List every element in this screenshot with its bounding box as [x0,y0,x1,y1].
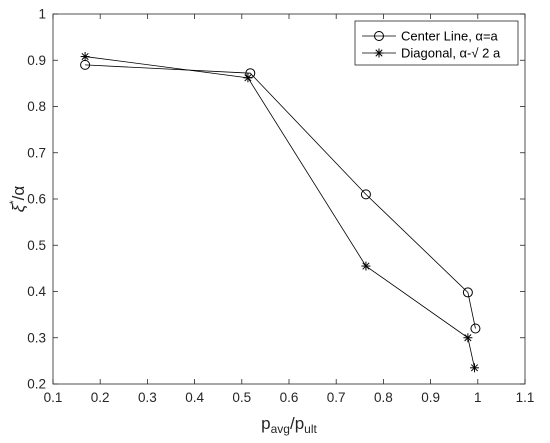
y-tick-label: 0.8 [27,99,46,114]
data-point-asterisk [80,52,90,62]
y-tick-label: 0.5 [27,238,46,253]
y-tick-label: 0.3 [27,330,46,345]
x-tick-label: 0.7 [327,390,346,405]
x-tick-label: 0.5 [232,390,251,405]
x-tick-label: 0.9 [421,390,440,405]
x-tick-label: 1.1 [516,390,535,405]
data-point-circle [470,323,481,334]
data-point-asterisk [243,73,253,83]
legend-box [354,20,519,66]
x-tick-label: 0.2 [91,390,110,405]
legend-label: Diagonal, α-√ 2 a [401,46,501,61]
x-tick-label: 0.1 [44,390,63,405]
legend-marker-asterisk [374,48,384,58]
y-tick-label: 0.2 [27,377,46,392]
x-tick-label: 1 [474,390,482,405]
axis-tick-labels: 0.1 0.2 0.3 0.4 0.5 0.6 0.7 0.8 0.9 1 1.10.20.30.4… [27,7,534,406]
y-tick-label: 0.9 [27,53,46,68]
legend-marker-circle [374,31,384,41]
y-tick-label: 1 [38,7,46,22]
data-point-asterisk [469,363,479,373]
data-point-circle [360,189,371,200]
y-tick-label: 0.7 [27,145,46,160]
series-markers [80,52,481,373]
y-tick-label: 0.4 [27,284,46,299]
legend: Center Line, α=a Diagonal, α-√ 2 a [354,20,519,66]
x-axis-label: pavg/pult [261,414,317,436]
y-tick-label: 0.6 [27,192,46,207]
y-axis-label: ξ*/α [8,186,28,213]
x-tick-label: 0.3 [138,390,157,405]
legend-items: Center Line, α=a Diagonal, α-√ 2 a [362,29,501,61]
data-point-asterisk [463,333,473,343]
x-tick-label: 0.8 [374,390,393,405]
data-point-circle [462,287,473,298]
series-line-circle [85,64,476,329]
legend-label: Center Line, α=a [401,29,499,44]
x-tick-label: 0.4 [185,390,204,405]
x-tick-label: 0.6 [280,390,299,405]
data-point-asterisk [361,261,371,271]
axis-ticks [52,13,526,385]
